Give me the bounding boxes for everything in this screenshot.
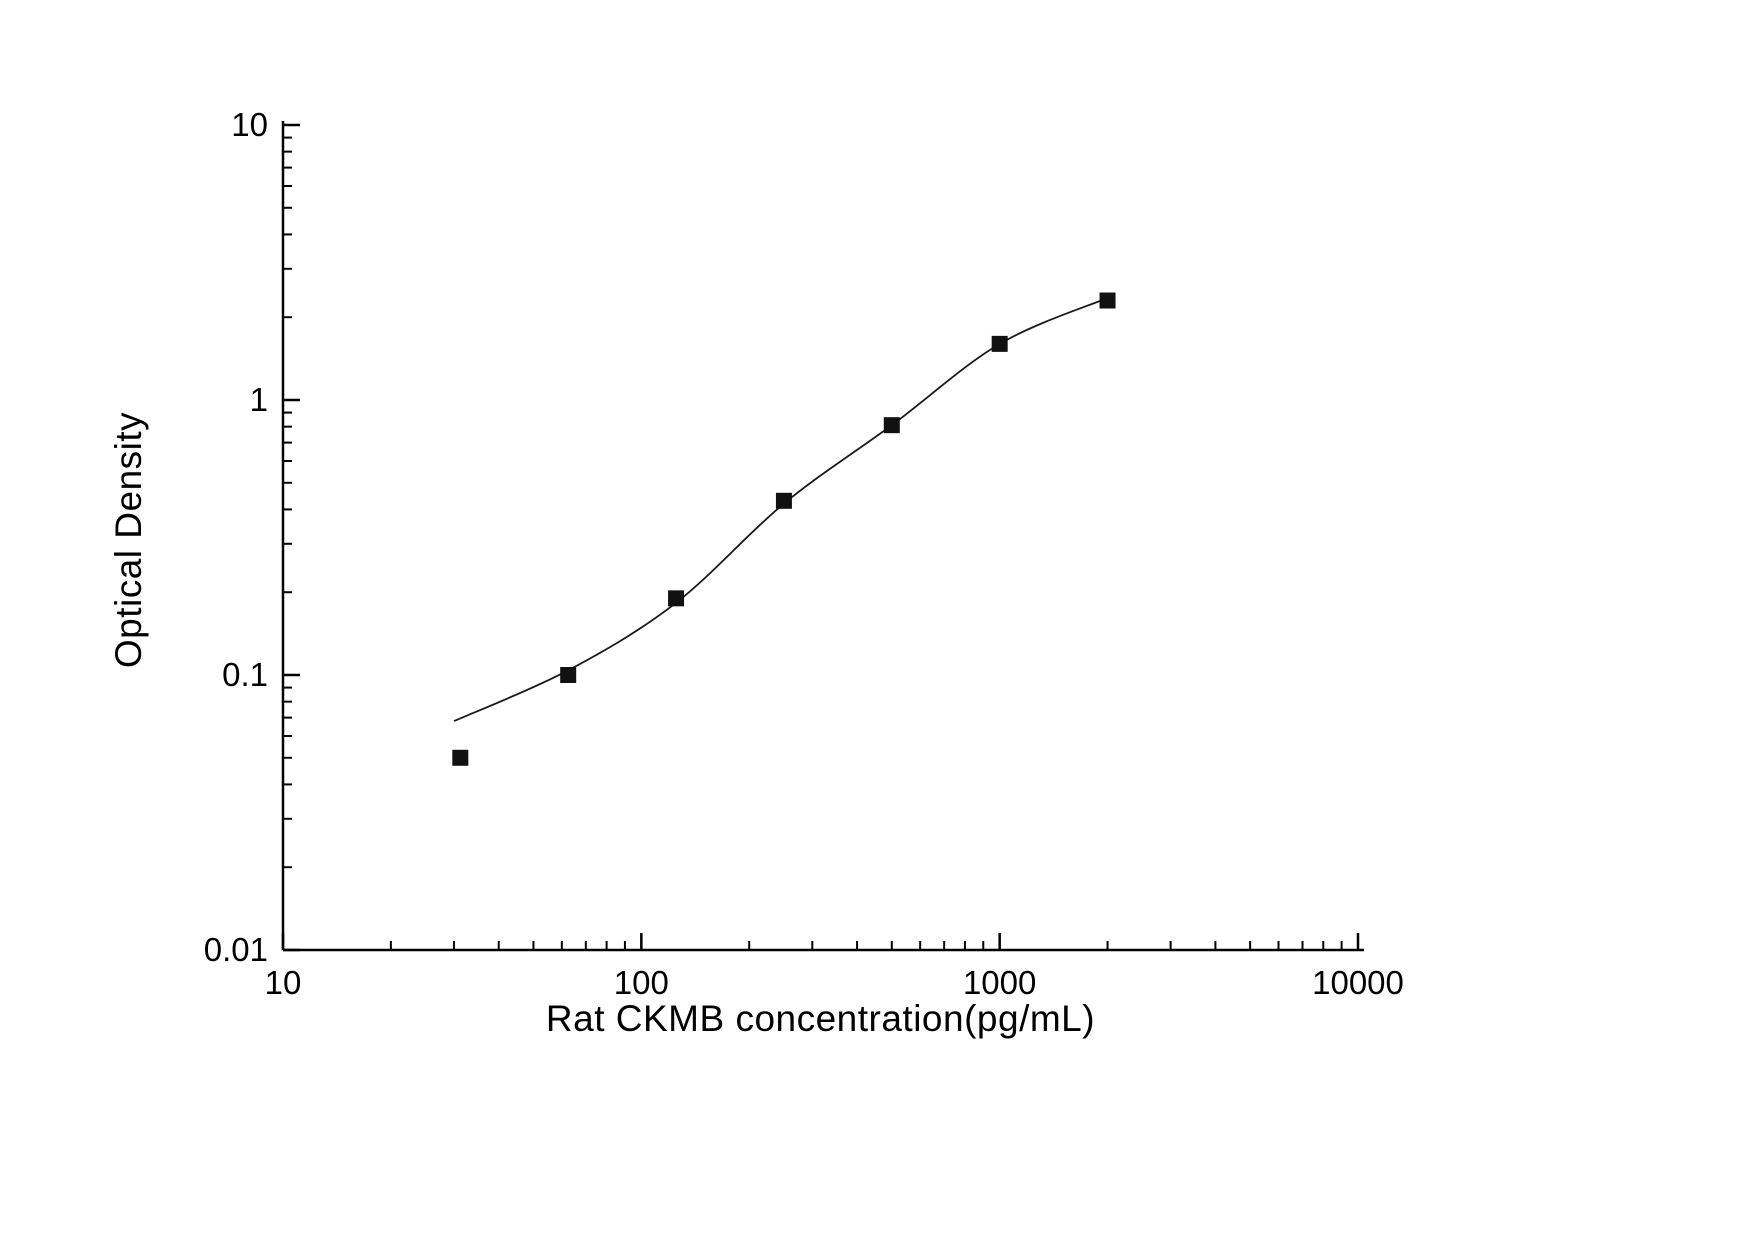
x-tick-label: 100 (614, 964, 669, 1001)
y-axis-title: Optical Density (108, 411, 149, 669)
x-tick-label: 1000 (963, 964, 1036, 1001)
x-tick-label: 10000 (1312, 964, 1404, 1001)
x-tick-label: 10 (265, 964, 302, 1001)
y-tick-label: 0.1 (222, 656, 268, 693)
fit-curve-line (453, 297, 1108, 722)
data-point-marker (775, 492, 792, 509)
data-point-marker (991, 335, 1008, 352)
y-tick-label: 0.01 (204, 931, 268, 968)
y-tick-label: 10 (231, 106, 268, 143)
data-point-marker (668, 590, 685, 607)
y-tick-label: 1 (250, 381, 268, 418)
data-point-marker (560, 667, 577, 683)
data-point-marker (1099, 292, 1116, 309)
x-axis-title: Rat CKMB concentration(pg/mL) (545, 998, 1096, 1039)
data-point-marker (452, 749, 469, 766)
data-point-marker (883, 417, 900, 434)
